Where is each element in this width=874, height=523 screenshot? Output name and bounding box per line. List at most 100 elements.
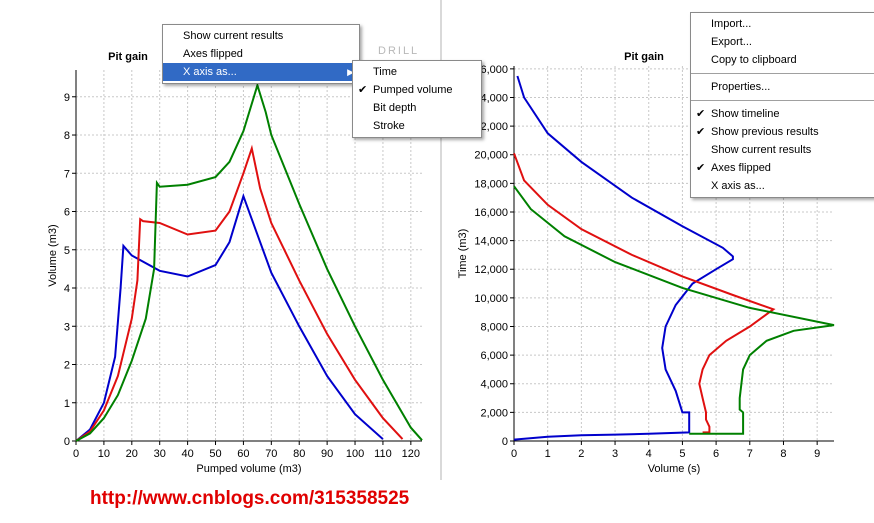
menu-item-label: Export...	[711, 36, 752, 48]
right-chart: 0 1 2 3 4 5 6 7 8 9 0 2,000 4,000 6,000 8,000 10,000 12,…	[457, 51, 835, 475]
y-axis-label: Time (m3)	[457, 229, 469, 279]
x-tick-label: 80	[293, 448, 305, 460]
right-menu-item-x-axis-as[interactable]: X axis as...	[691, 177, 874, 195]
left-menu-item-x-axis-as[interactable]: X axis as... ▶	[163, 63, 359, 81]
x-tick-label: 0	[73, 448, 79, 460]
y-tick-label: 20,000	[474, 150, 508, 162]
menu-item-label: Show current results	[711, 144, 812, 156]
checkmark-icon: ✔	[696, 108, 706, 120]
y-tick-label: 1	[64, 398, 70, 410]
x-axis-label: Pumped volume (m3)	[196, 463, 301, 475]
x-tick-label: 1	[545, 448, 551, 460]
x-tick-label: 70	[265, 448, 277, 460]
x-tick-label: 30	[154, 448, 166, 460]
y-tick-label: 8	[64, 130, 70, 142]
left-context-menu: Show current results Axes flipped X axis a…	[162, 24, 360, 84]
menu-item-label: Show previous results	[711, 126, 819, 138]
y-tick-label: 0	[64, 436, 70, 448]
menu-item-label: Bit depth	[373, 102, 417, 114]
x-tick-label: 110	[374, 448, 392, 460]
submenu-arrow-icon: ▶	[347, 67, 354, 77]
menu-item-label: Axes flipped	[711, 162, 771, 174]
y-tick-label: 8,000	[480, 321, 508, 333]
right-context-menu: Import... Export... Copy to clipboard Prope…	[690, 12, 874, 198]
left-menu-item-axes-flipped[interactable]: Axes flipped	[163, 45, 359, 63]
menu-separator	[691, 73, 874, 74]
series-line-red	[75, 144, 404, 442]
x-tick-label: 100	[346, 448, 364, 460]
left-menu-item-show-current-results[interactable]: Show current results	[163, 27, 359, 45]
y-tick-label: 12,000	[474, 264, 508, 276]
panel-divider[interactable]	[440, 0, 442, 480]
x-tick-label: 5	[679, 448, 685, 460]
y-tick-label: 6,000	[480, 350, 508, 362]
menu-item-label: X axis as...	[183, 66, 237, 78]
x-tick-label: 60	[237, 448, 249, 460]
menu-separator	[691, 100, 874, 101]
right-menu-item-show-previous-results[interactable]: ✔ Show previous results	[691, 123, 874, 141]
submenu-item-bit-depth[interactable]: Bit depth	[353, 99, 481, 117]
menu-item-label: Axes flipped	[183, 48, 243, 60]
y-tick-label: 4,000	[480, 379, 508, 391]
menu-item-label: X axis as...	[711, 180, 765, 192]
y-tick-label: 22,000	[474, 121, 508, 133]
right-menu-item-import[interactable]: Import...	[691, 15, 874, 33]
chart-title: Pit gain	[108, 51, 148, 63]
series-line-blue	[513, 75, 734, 441]
y-tick-label: 18,000	[474, 178, 508, 190]
menu-item-label: Stroke	[373, 120, 405, 132]
right-menu-item-properties[interactable]: Properties...	[691, 78, 874, 96]
right-menu-item-export[interactable]: Export...	[691, 33, 874, 51]
logo-fragment: DRILL	[378, 45, 420, 57]
y-tick-label: 2,000	[480, 407, 508, 419]
series-line-red	[513, 152, 776, 434]
x-tick-label: 20	[126, 448, 138, 460]
right-menu-item-copy-to-clipboard[interactable]: Copy to clipboard	[691, 51, 874, 69]
y-tick-label: 4	[64, 283, 70, 295]
watermark-url: http://www.cnblogs.com/315358525	[90, 488, 410, 509]
menu-item-label: Show current results	[183, 30, 284, 42]
right-menu-item-show-timeline[interactable]: ✔ Show timeline	[691, 105, 874, 123]
x-axis-submenu: Time ✔ Pumped volume Bit depth Stroke	[352, 60, 482, 138]
x-tick-label: 7	[747, 448, 753, 460]
y-tick-label: 7	[64, 168, 70, 180]
x-tick-label: 2	[578, 448, 584, 460]
x-tick-label: 4	[646, 448, 652, 460]
y-tick-label: 6	[64, 207, 70, 219]
x-tick-label: 120	[402, 448, 420, 460]
x-tick-label: 50	[209, 448, 221, 460]
menu-item-label: Properties...	[711, 81, 771, 93]
x-tick-label: 8	[780, 448, 786, 460]
y-tick-label: 14,000	[474, 236, 508, 248]
chart-title: Pit gain	[624, 51, 664, 63]
checkmark-icon: ✔	[358, 84, 368, 96]
x-tick-label: 3	[612, 448, 618, 460]
submenu-item-pumped-volume[interactable]: ✔ Pumped volume	[353, 81, 481, 99]
y-tick-label: 5	[64, 245, 70, 257]
x-tick-label: 90	[321, 448, 333, 460]
y-tick-label: 26,000	[474, 64, 508, 76]
menu-item-label: Show timeline	[711, 108, 780, 120]
y-tick-label: 0	[502, 436, 508, 448]
x-tick-label: 9	[814, 448, 820, 460]
series-line-green	[513, 185, 835, 435]
x-axis-label: Volume (s)	[648, 463, 701, 475]
menu-item-label: Import...	[711, 18, 752, 30]
series-line-green	[75, 81, 423, 442]
y-tick-label: 10,000	[474, 293, 508, 305]
x-tick-label: 10	[98, 448, 110, 460]
y-tick-label: 9	[64, 92, 70, 104]
x-tick-label: 6	[713, 448, 719, 460]
y-tick-label: 2	[64, 360, 70, 372]
series-line-blue	[75, 193, 384, 442]
right-menu-item-show-current-results[interactable]: Show current results	[691, 141, 874, 159]
submenu-item-stroke[interactable]: Stroke	[353, 117, 481, 135]
y-tick-label: 3	[64, 321, 70, 333]
y-tick-label: 24,000	[474, 92, 508, 104]
menu-item-label: Time	[373, 66, 398, 78]
submenu-item-time[interactable]: Time	[353, 63, 481, 81]
menu-item-label: Copy to clipboard	[711, 54, 797, 66]
right-menu-item-axes-flipped[interactable]: ✔ Axes flipped	[691, 159, 874, 177]
checkmark-icon: ✔	[696, 126, 706, 138]
menu-item-label: Pumped volume	[373, 84, 453, 96]
